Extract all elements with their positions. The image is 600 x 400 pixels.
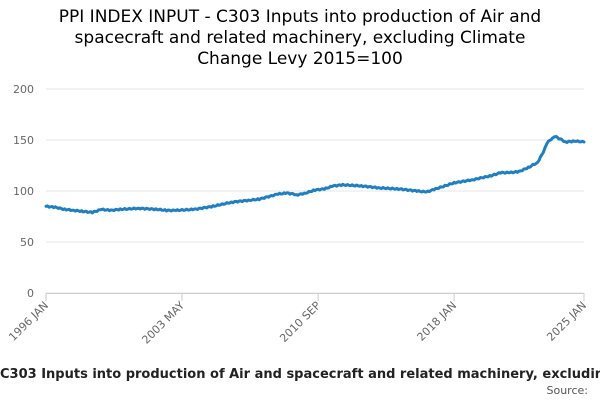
y-tick-label: 150 [13, 134, 34, 147]
x-tick-label: 2010 SEP [277, 299, 323, 345]
y-axis: 0 50 100 150 200 [13, 83, 34, 300]
x-tick-label: 2003 MAY [139, 299, 187, 347]
series-group [44, 135, 586, 215]
y-tick-label: 200 [13, 83, 34, 96]
x-axis: 1996 JAN 2003 MAY 2010 SEP 2018 JAN 2025 JAN [6, 293, 589, 347]
chart-title: PPI INDEX INPUT - C303 Inputs into produ… [58, 7, 542, 69]
y-tick-label: 100 [13, 185, 34, 198]
x-tick-label: 2025 JAN [544, 299, 589, 344]
source-credit: Source: [546, 384, 589, 397]
x-tick-label: 2018 JAN [415, 299, 460, 344]
series-line [44, 135, 586, 215]
y-tick-label: 50 [20, 236, 34, 249]
x-axis-title: C303 Inputs into production of Air and s… [0, 367, 600, 382]
x-tick-label: 1996 JAN [6, 299, 51, 344]
y-tick-label: 0 [27, 287, 34, 300]
